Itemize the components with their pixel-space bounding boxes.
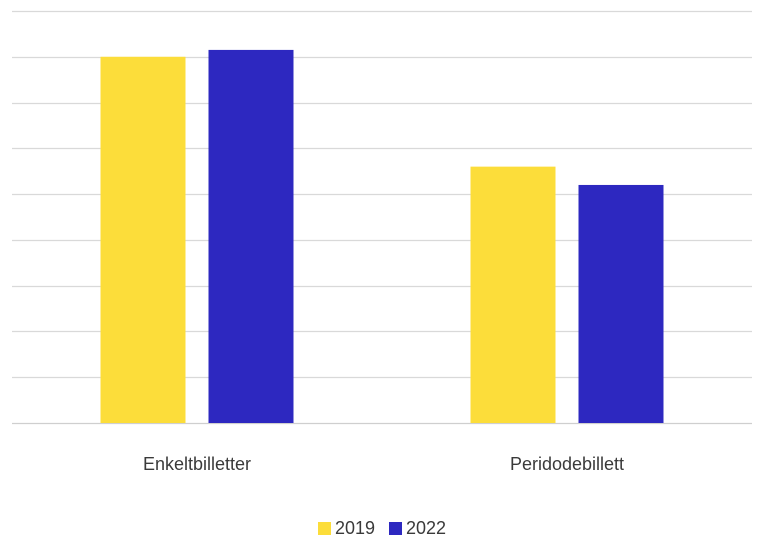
category-label: Enkeltbilletter: [143, 454, 251, 474]
bar-2019-1: [470, 166, 556, 423]
category-labels: Enkeltbilletter Peridodebillett: [143, 454, 624, 474]
legend-label: 2022: [406, 518, 447, 538]
category-label: Peridodebillett: [510, 454, 624, 474]
legend-swatch: [317, 522, 331, 535]
legend-item-2019: 2019: [317, 518, 375, 539]
legend-label: 2019: [334, 518, 375, 538]
legend-swatch: [389, 522, 402, 535]
legend: 2019 2022: [0, 518, 764, 539]
bars: [100, 49, 664, 424]
bar-2022-0: [208, 49, 294, 424]
legend-item-2022: 2022: [389, 518, 446, 539]
bar-2022-1: [578, 184, 664, 423]
bar-2019-0: [100, 56, 186, 424]
